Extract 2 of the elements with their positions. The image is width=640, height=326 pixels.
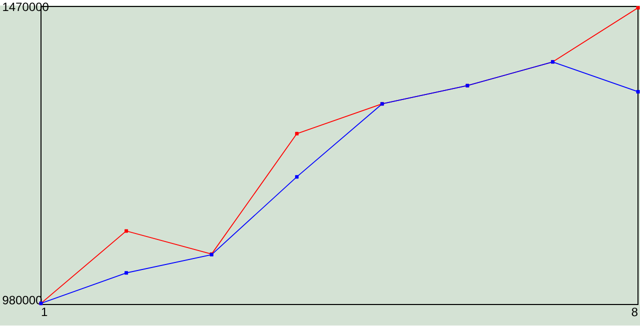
x-tick-label: 8 xyxy=(632,308,638,316)
x-tick-label: 1 xyxy=(42,308,48,316)
